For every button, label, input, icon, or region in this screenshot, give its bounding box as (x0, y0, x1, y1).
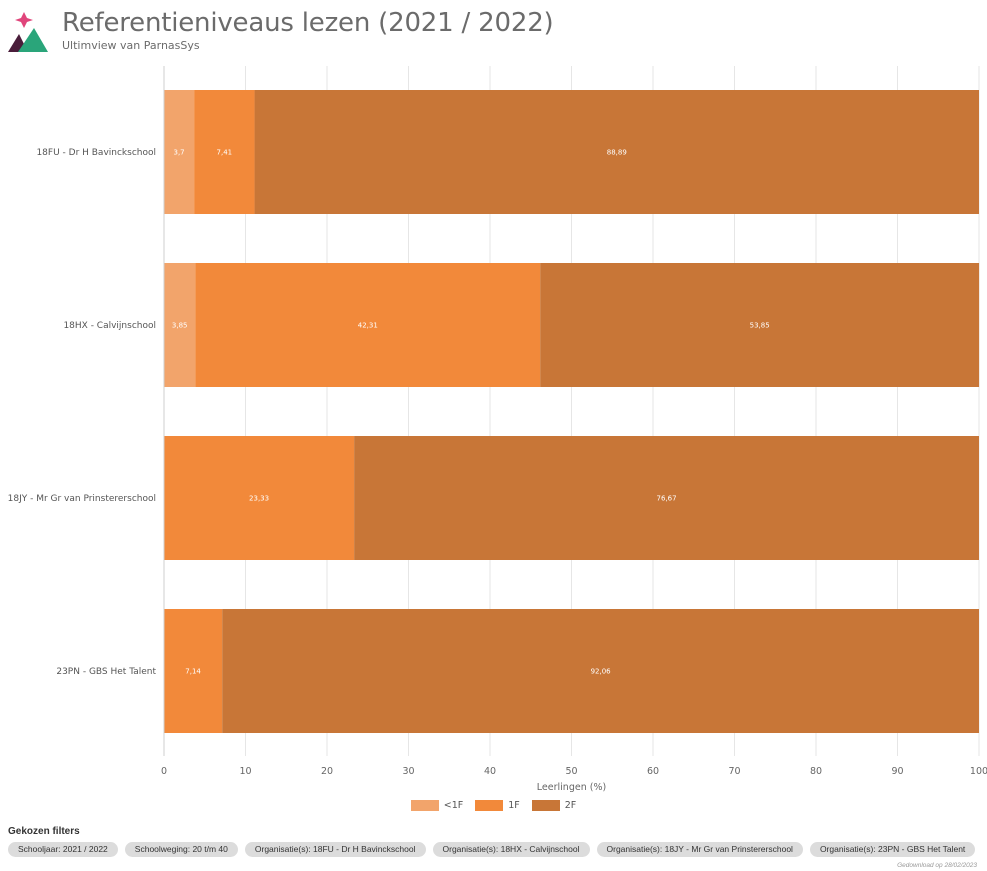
category-label: 18JY - Mr Gr van Prinstererschool (8, 494, 156, 504)
x-tick-label: 30 (402, 766, 414, 777)
data-label: 76,67 (657, 495, 677, 503)
data-label: 88,89 (607, 149, 627, 157)
parnassys-logo-icon (8, 12, 48, 52)
filter-pill: Schooljaar: 2021 / 2022 (8, 842, 118, 857)
filters-heading: Gekozen filters (8, 826, 80, 837)
filters-list: Schooljaar: 2021 / 2022 Schoolweging: 20 … (8, 842, 976, 857)
bar-segment (254, 90, 979, 214)
x-tick-label: 90 (891, 766, 903, 777)
legend-label: 1F (508, 800, 520, 811)
x-tick-label: 70 (728, 766, 740, 777)
x-tick-label: 0 (161, 766, 167, 777)
category-label: 23PN - GBS Het Talent (56, 667, 156, 677)
page-subtitle: Ultimview van ParnasSys (62, 39, 200, 52)
x-tick-label: 40 (484, 766, 496, 777)
page-title: Referentieniveaus lezen (2021 / 2022) (62, 8, 554, 38)
bar-segment (164, 90, 195, 214)
x-tick-label: 60 (647, 766, 659, 777)
legend-item[interactable]: 2F (531, 800, 577, 811)
bar-segment (222, 609, 980, 733)
filter-pill: Schoolweging: 20 t/m 40 (124, 842, 238, 857)
chart-legend: <1F 1F 2F (0, 800, 987, 811)
data-label: 53,85 (750, 322, 770, 330)
x-axis-title: Leerlingen (%) (537, 782, 606, 793)
x-tick-label: 50 (565, 766, 577, 777)
data-label: 23,33 (249, 495, 269, 503)
legend-swatch (531, 800, 560, 811)
data-label: 3,85 (172, 322, 188, 330)
legend-label: <1F (443, 800, 464, 811)
legend-swatch (475, 800, 504, 811)
bar-segment (194, 90, 255, 214)
bar-segment (164, 436, 355, 560)
category-label: 18FU - Dr H Bavinckschool (36, 148, 156, 158)
x-tick-label: 10 (239, 766, 251, 777)
data-label: 92,06 (591, 668, 612, 676)
legend-swatch (410, 800, 439, 811)
filter-pill: Organisatie(s): 18FU - Dr H Bavinckschoo… (244, 842, 426, 857)
bar-segment (540, 263, 980, 387)
bar-segment (164, 263, 196, 387)
data-label: 7,14 (185, 668, 201, 676)
data-label: 3,7 (174, 149, 185, 157)
bar-segment (164, 609, 223, 733)
download-date: Gedownload op 28/02/2023 (897, 862, 977, 869)
stacked-bar-chart: 3,7 7,41 88,89 18FU - Dr H Bavinckschool 3,8… (8, 66, 987, 793)
filter-pill: Organisatie(s): 18HX - Calvijnschool (432, 842, 590, 857)
legend-item[interactable]: <1F (410, 800, 464, 811)
category-label: 18HX - Calvijnschool (63, 321, 156, 331)
data-label: 7,41 (217, 149, 233, 157)
legend-item[interactable]: 1F (475, 800, 520, 811)
filter-pill: Organisatie(s): 23PN - GBS Het Talent (809, 842, 976, 857)
bar-segment (354, 436, 979, 560)
x-tick-label: 100 (970, 766, 987, 777)
filter-pill: Organisatie(s): 18JY - Mr Gr van Prinste… (596, 842, 803, 857)
data-label: 42,31 (358, 322, 378, 330)
legend-label: 2F (564, 800, 577, 811)
bar-segment (195, 263, 541, 387)
x-tick-label: 20 (321, 766, 333, 777)
x-tick-label: 80 (810, 766, 822, 777)
